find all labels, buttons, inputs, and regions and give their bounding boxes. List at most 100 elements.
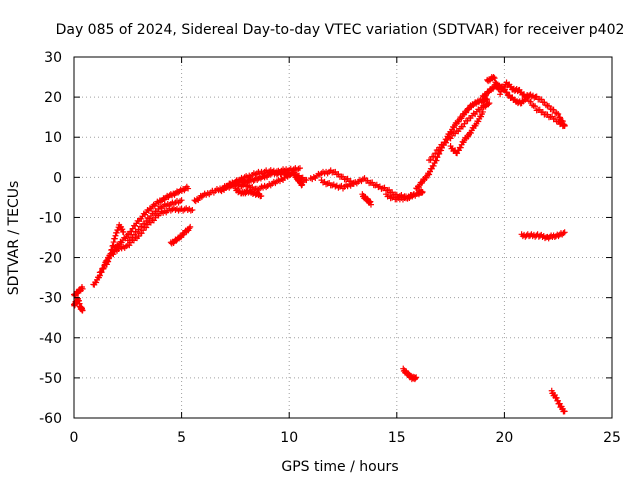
series-segment-r: [426, 100, 493, 164]
data-point: [493, 80, 500, 87]
data-point: [561, 408, 568, 415]
data-point: [299, 181, 306, 188]
x-axis-label: GPS time / hours: [281, 459, 398, 475]
data-point: [475, 118, 482, 125]
data-point: [110, 242, 117, 249]
data-point: [419, 188, 426, 195]
data-point: [350, 179, 357, 186]
series-segment-x: [548, 387, 568, 415]
series-segment-n: [318, 177, 357, 192]
x-tick-label: 0: [70, 430, 79, 446]
x-tick-label: 25: [603, 430, 621, 446]
data-point: [432, 150, 439, 157]
data-point: [187, 223, 194, 230]
y-tick-label: -40: [39, 331, 62, 347]
data-point: [79, 307, 86, 314]
data-point: [258, 192, 265, 199]
data-point: [426, 171, 433, 178]
data-point: [103, 261, 110, 268]
data-point: [561, 229, 568, 236]
series-segment-d: [96, 205, 196, 276]
series-segment-q: [413, 95, 491, 192]
data-point: [490, 74, 497, 81]
y-axis-label: SDTVAR / TECUs: [6, 181, 22, 296]
data-point: [412, 374, 419, 381]
data-point: [189, 207, 196, 214]
y-tick-label: 0: [53, 170, 62, 186]
data-point: [120, 229, 127, 236]
data-point: [110, 239, 117, 246]
data-point: [479, 108, 486, 115]
series-segment-p: [383, 188, 426, 203]
data-point: [430, 153, 437, 160]
data-point: [111, 235, 118, 242]
data-point: [296, 165, 303, 172]
data-point: [286, 172, 293, 179]
data-point: [430, 162, 437, 169]
y-tick-label: -50: [39, 371, 62, 387]
y-tick-label: -20: [39, 251, 62, 267]
data-point: [553, 394, 560, 401]
axis-ticks: 0 5 10 15 20 25 30 20 10 0 -10 -20 -30 -40 -50 -60: [39, 50, 621, 446]
data-point: [503, 89, 510, 96]
y-tick-label: -10: [39, 210, 62, 226]
series-segment-b: [71, 284, 86, 299]
data-point: [119, 226, 126, 233]
data-point: [497, 91, 504, 98]
x-tick-label: 20: [495, 430, 513, 446]
data-point: [100, 264, 107, 271]
data-point: [413, 374, 420, 381]
data-point: [185, 185, 192, 192]
data-point: [79, 285, 86, 292]
data-point: [532, 103, 539, 110]
data-point: [419, 189, 426, 196]
data-point: [478, 113, 485, 120]
data-point: [550, 106, 557, 113]
chart-title: Day 085 of 2024, Sidereal Day-to-day VTE…: [56, 22, 625, 38]
data-point: [486, 100, 493, 107]
data-point: [105, 255, 112, 262]
data-point: [113, 229, 120, 236]
data-markers: [71, 74, 568, 415]
x-tick-label: 15: [388, 430, 406, 446]
data-point: [485, 101, 492, 108]
x-tick-label: 5: [177, 430, 186, 446]
data-point: [107, 250, 114, 257]
series-segment-v: [518, 229, 568, 242]
series-segment-k: [232, 185, 265, 200]
y-tick-label: 30: [44, 50, 62, 66]
grid-lines: [74, 57, 612, 418]
data-point: [138, 215, 145, 222]
series-segment-w: [400, 365, 420, 383]
data-point: [178, 197, 185, 204]
series-segment-s: [447, 108, 486, 157]
data-point: [436, 150, 443, 157]
y-tick-label: 20: [44, 90, 62, 106]
data-point: [557, 114, 564, 121]
data-point: [367, 198, 374, 205]
series-segment-l: [290, 167, 306, 189]
data-point: [545, 102, 552, 109]
data-point: [108, 246, 115, 253]
series-segment-u: [484, 74, 568, 130]
data-point: [467, 129, 474, 136]
data-point: [112, 232, 119, 239]
data-point: [491, 75, 498, 82]
data-point: [93, 279, 100, 286]
y-tick-label: -60: [39, 411, 62, 427]
y-tick-label: -30: [39, 291, 62, 307]
series-segment-o: [359, 191, 374, 208]
series-segment-e: [103, 221, 127, 268]
plot-frame: [73, 56, 613, 419]
series-segment-j: [221, 172, 293, 193]
data-point: [303, 177, 310, 184]
series-segment-a: [71, 295, 86, 314]
data-point: [555, 110, 562, 117]
series-segment-g: [167, 223, 194, 247]
data-point: [527, 98, 534, 105]
series-segment-f: [124, 197, 185, 244]
x-tick-label: 10: [280, 430, 298, 446]
data-point: [492, 79, 499, 86]
data-point: [524, 94, 531, 101]
